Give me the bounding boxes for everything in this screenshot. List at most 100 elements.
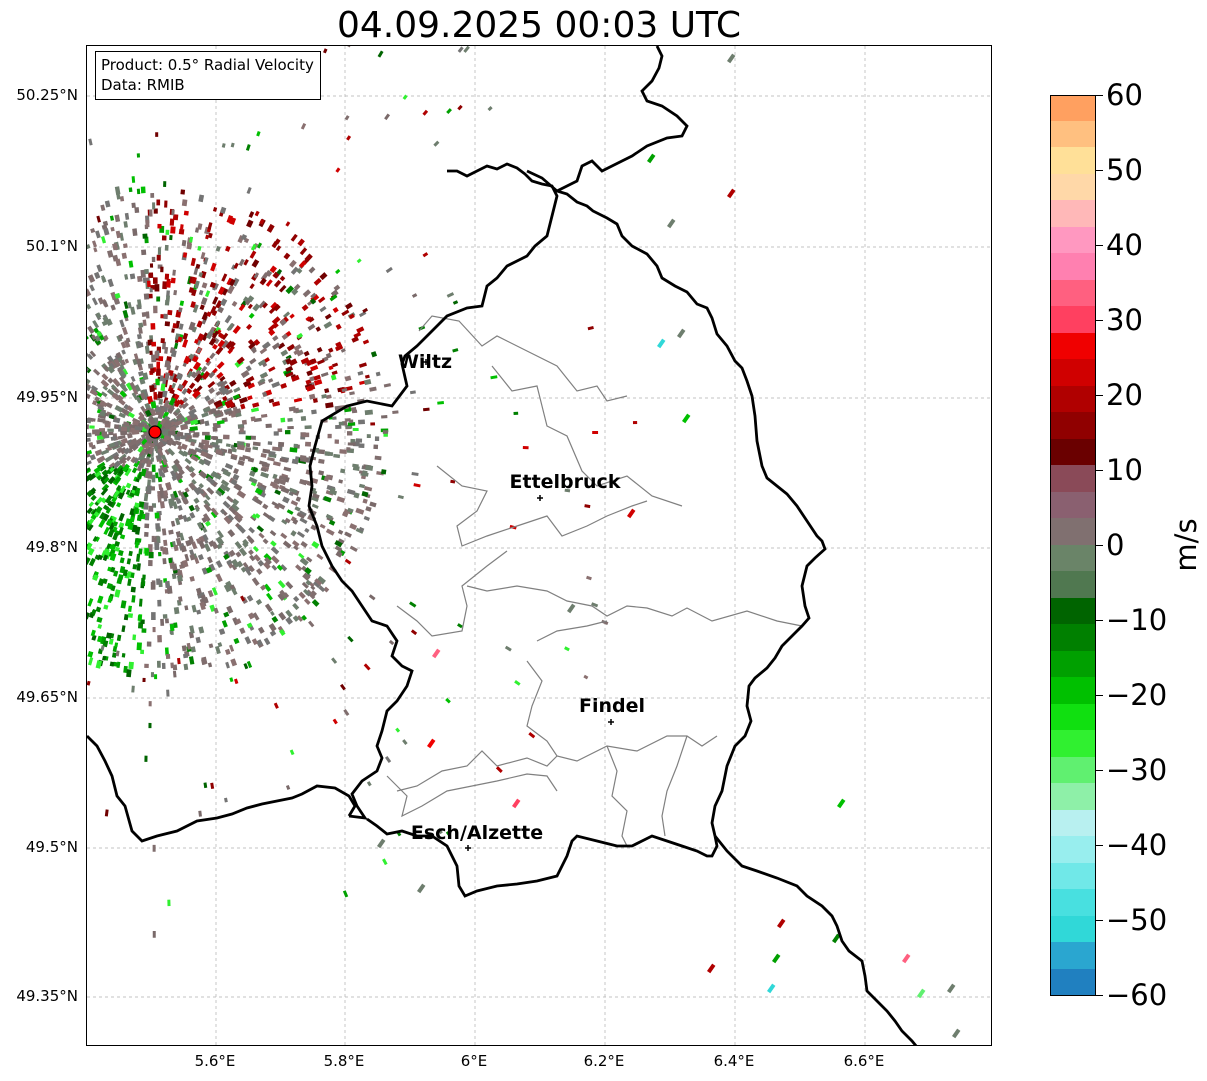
- echo-pixel: [146, 437, 154, 445]
- echo-pixel: [216, 371, 224, 380]
- echo-pixel: [216, 361, 225, 370]
- echo-pixel: [452, 300, 459, 305]
- echo-pixel: [268, 328, 276, 336]
- echo-pixel: [312, 398, 318, 403]
- echo-pixel: [115, 258, 122, 267]
- echo-pixel: [178, 228, 185, 235]
- echo-pixel: [272, 473, 278, 480]
- echo-pixel: [106, 543, 111, 550]
- echo-pixel: [101, 373, 109, 381]
- lon-label: 5.6°E: [194, 1052, 236, 1070]
- echo-pixel: [100, 236, 107, 244]
- echo-pixel: [290, 233, 298, 242]
- echo-pixel: [292, 602, 300, 611]
- echo-pixel: [325, 528, 335, 536]
- echo-pixel: [240, 566, 247, 573]
- echo-pixel: [278, 611, 287, 621]
- echo-pixel: [121, 252, 128, 259]
- echo-pixel: [135, 396, 142, 404]
- echo-pixel: [87, 424, 89, 430]
- echo-pixel: [304, 425, 312, 430]
- echo-pixel: [161, 235, 167, 241]
- echo-pixel: [298, 260, 307, 269]
- colorbar-tick-label: 10: [1106, 453, 1143, 487]
- echo-pixel: [205, 357, 211, 364]
- echo-pixel: [168, 557, 173, 564]
- echo-pixel: [236, 356, 245, 365]
- echo-pixel: [215, 560, 223, 569]
- echo-pixel: [200, 594, 208, 604]
- echo-pixel: [277, 592, 286, 601]
- echo-pixel: [357, 370, 364, 376]
- echo-pixel: [207, 398, 216, 406]
- echo-pixel: [172, 490, 179, 499]
- echo-pixel: [150, 409, 157, 416]
- echo-pixel: [264, 603, 273, 613]
- colorbar-segment: [1051, 729, 1095, 757]
- echo-pixel: [141, 249, 147, 256]
- echo-pixel: [116, 502, 122, 508]
- radar-map[interactable]: Wiltz Ettelbruck Findel Esch/Alzette: [86, 45, 992, 1046]
- echo-pixel: [331, 370, 338, 376]
- echo-pixel: [287, 417, 293, 422]
- echo-pixel: [96, 438, 105, 445]
- echo-pixel: [112, 532, 119, 541]
- echo-pixel: [584, 504, 591, 509]
- echo-pixel: [177, 468, 185, 476]
- echo-pixel: [272, 461, 281, 467]
- echo-pixel: [119, 319, 125, 328]
- echo-pixel: [113, 570, 119, 577]
- echo-pixel: [110, 436, 117, 441]
- colorbar-segment: [1051, 597, 1095, 624]
- canton-border-clervaux: [491, 365, 683, 507]
- echo-pixel: [316, 575, 326, 585]
- echo-pixel: [230, 658, 238, 667]
- echo-pixel: [335, 323, 342, 330]
- echo-pixel: [95, 230, 101, 239]
- echo-pixel: [275, 245, 282, 252]
- echo-pixel: [189, 576, 195, 582]
- echo-pixel: [293, 443, 298, 448]
- echo-pixel: [93, 271, 101, 280]
- echo-pixel: [198, 194, 205, 203]
- echo-pixel: [309, 298, 317, 305]
- echo-pixel: [233, 467, 240, 475]
- echo-pixel: [256, 242, 263, 249]
- echo-pixel: [213, 607, 219, 614]
- echo-pixel: [364, 486, 373, 492]
- echo-pixel: [225, 245, 231, 252]
- echo-pixel: [238, 303, 246, 312]
- echo-pixel: [132, 564, 138, 570]
- echo-pixel: [258, 532, 265, 539]
- echo-pixel: [947, 983, 956, 994]
- echo-pixel: [446, 108, 452, 115]
- echo-pixel: [161, 528, 167, 536]
- echo-pixel: [223, 434, 230, 440]
- echo-pixel: [184, 487, 190, 493]
- echo-pixel: [262, 391, 268, 398]
- echo-pixel: [87, 333, 89, 341]
- echo-pixel: [181, 402, 189, 410]
- echo-pixel: [150, 401, 157, 409]
- echo-pixel: [195, 636, 201, 644]
- echo-pixel: [513, 411, 519, 416]
- canton-border-east: [661, 735, 688, 837]
- echo-pixel: [144, 523, 150, 529]
- echo-pixel: [362, 339, 370, 345]
- echo-pixel: [180, 224, 184, 230]
- echo-pixel: [221, 620, 228, 628]
- echo-pixel: [283, 466, 292, 472]
- echo-pixel: [89, 454, 97, 461]
- radar-site-marker[interactable]: [148, 425, 162, 439]
- echo-pixel: [261, 278, 267, 284]
- echo-pixel: [112, 490, 120, 499]
- echo-pixel: [198, 626, 205, 634]
- echo-pixel: [88, 657, 94, 666]
- echo-pixel: [256, 130, 261, 137]
- echo-pixel: [87, 557, 91, 565]
- echo-pixel: [189, 512, 196, 519]
- echo-pixel: [104, 809, 109, 817]
- echo-pixel: [332, 718, 338, 725]
- echo-pixel: [102, 504, 110, 511]
- echo-pixel: [203, 499, 211, 508]
